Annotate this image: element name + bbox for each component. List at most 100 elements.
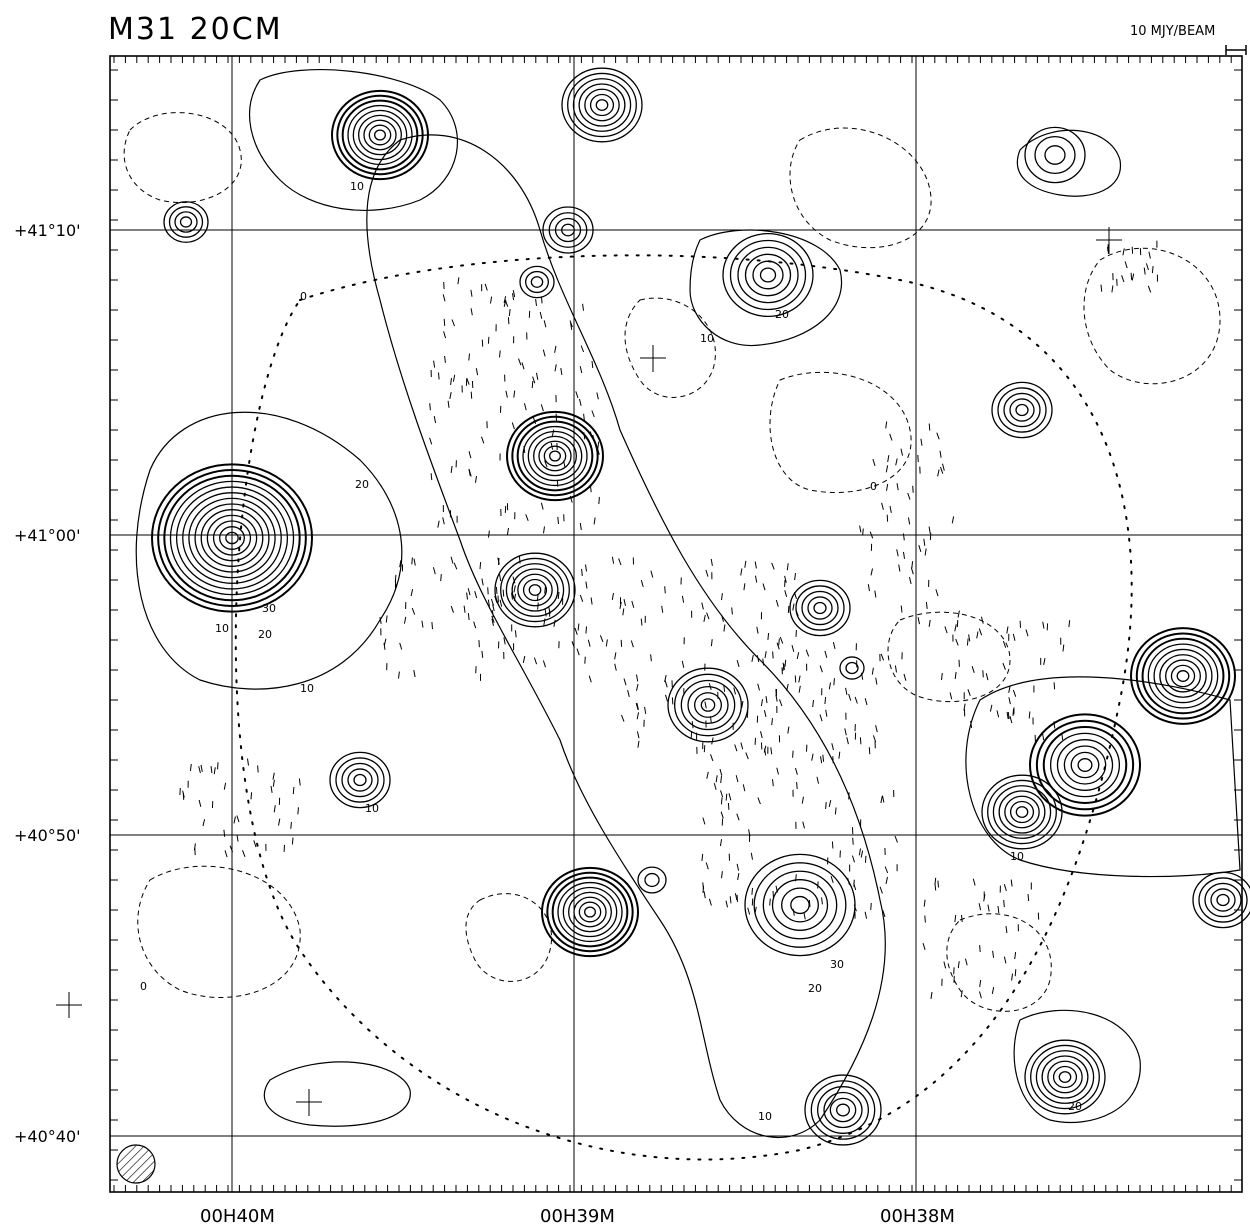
polarization-vector <box>761 699 762 706</box>
polarization-vector <box>704 891 705 898</box>
polarization-vector <box>637 675 638 682</box>
polarization-vector <box>594 518 595 525</box>
polarization-vector <box>491 297 492 304</box>
dec-label: +41°10' <box>14 221 81 240</box>
polarization-vector <box>251 792 252 799</box>
polarization-vector <box>580 595 582 602</box>
polarization-vector <box>865 912 867 919</box>
polarization-vector <box>1043 622 1044 629</box>
polarization-vector <box>475 591 477 598</box>
source-contour <box>369 125 390 145</box>
polarization-vector <box>895 836 898 843</box>
polarization-vector <box>929 527 930 534</box>
polarization-vector <box>522 363 524 370</box>
source-contour <box>524 579 547 600</box>
polarization-vector <box>770 899 771 906</box>
polarization-vector <box>869 747 870 754</box>
polarization-vector <box>714 783 716 790</box>
polarization-vector <box>802 797 803 804</box>
polarization-vector <box>776 695 777 702</box>
polarization-vector <box>904 552 905 559</box>
polarization-vector <box>860 737 861 744</box>
polarization-vector <box>918 617 919 624</box>
polarization-vector <box>451 378 452 385</box>
polarization-vector <box>299 779 300 786</box>
polarization-vector <box>980 945 981 952</box>
polarization-vector <box>541 503 543 510</box>
polarization-vector <box>514 585 515 592</box>
source-contour <box>332 91 428 179</box>
polarization-vector <box>599 497 600 504</box>
contour-label: 10 <box>1010 850 1024 863</box>
ra-label: 00H38M <box>880 1206 955 1227</box>
polarization-vector <box>711 559 712 566</box>
source-contour <box>1016 807 1027 818</box>
contour-label: 10 <box>215 622 229 635</box>
polarization-vector <box>720 769 722 776</box>
source-contour <box>723 234 813 317</box>
polarization-vector <box>558 592 559 599</box>
polarization-vector <box>1044 658 1045 665</box>
polarization-vector <box>945 626 947 633</box>
polarization-vector <box>849 694 851 701</box>
polarization-vector <box>589 676 591 683</box>
polarization-vector <box>738 873 739 880</box>
polarization-vector <box>474 622 476 629</box>
polarization-vector <box>797 782 798 789</box>
polarization-vector <box>766 696 767 703</box>
source-contour <box>348 106 412 165</box>
polarization-vector <box>887 484 888 491</box>
polarization-vector <box>451 606 453 613</box>
polarization-vector <box>955 915 956 922</box>
polarization-vector <box>291 822 292 829</box>
polarization-vector <box>993 951 994 958</box>
polarization-vector <box>444 331 446 338</box>
polarization-vector <box>637 712 638 719</box>
source-contour <box>175 212 197 232</box>
polarization-vector <box>888 455 889 462</box>
polarization-vector <box>1003 641 1005 648</box>
polarization-vector <box>952 516 953 523</box>
dec-axis-labels: +41°10' +41°00' +40°50' +40°40' <box>14 221 81 1146</box>
axis-ticks <box>110 56 1242 1192</box>
polarization-vector <box>992 987 993 994</box>
polarization-vector <box>967 639 968 646</box>
source-contour <box>579 84 625 126</box>
polarization-vector <box>804 912 805 919</box>
polarization-vector <box>1013 634 1015 641</box>
polarization-vector <box>703 886 704 893</box>
polarization-vector <box>575 628 577 635</box>
polarization-vector <box>890 506 891 513</box>
polarization-vector <box>534 658 536 665</box>
source-contour <box>531 277 542 287</box>
polarization-vector <box>1015 969 1016 976</box>
polarization-vector <box>983 670 984 677</box>
polarization-vector <box>763 659 764 666</box>
polarization-vector <box>873 735 875 742</box>
polarization-vector <box>458 277 459 284</box>
polarization-vector <box>793 751 794 758</box>
source-contour <box>1160 655 1206 698</box>
polarization-vector <box>758 798 761 805</box>
contour-label: 0 <box>300 290 307 303</box>
polarization-vector <box>542 296 543 303</box>
source-contour <box>569 892 612 931</box>
source-contour <box>638 867 666 893</box>
polarization-vector <box>876 678 877 685</box>
source-contour <box>512 417 597 496</box>
polarization-vector <box>788 727 789 734</box>
polarization-vector <box>237 835 238 842</box>
polarization-vector <box>199 766 201 773</box>
polarization-vector <box>554 620 555 627</box>
polarization-vector <box>751 853 752 860</box>
polarization-vector <box>716 775 717 782</box>
polarization-vector <box>400 643 402 650</box>
source-contour <box>1035 137 1075 174</box>
source-contour <box>1154 649 1212 702</box>
polarization-vector <box>1013 709 1014 716</box>
polarization-vector <box>868 584 869 591</box>
polarization-vector <box>883 796 884 803</box>
polarization-vector <box>508 317 509 324</box>
polarization-vector <box>479 640 480 647</box>
polarization-vector <box>812 754 813 761</box>
